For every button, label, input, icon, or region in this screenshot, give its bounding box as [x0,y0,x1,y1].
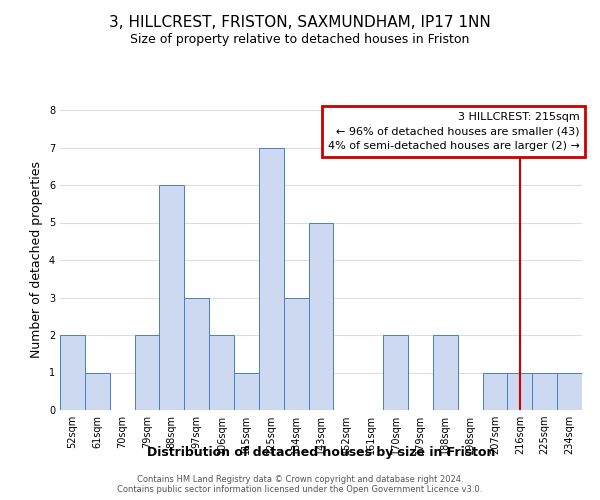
Bar [284,298,308,410]
Text: Distribution of detached houses by size in Friston: Distribution of detached houses by size … [147,446,495,459]
Bar [234,372,259,410]
Bar [508,372,532,410]
Text: 3, HILLCREST, FRISTON, SAXMUNDHAM, IP17 1NN: 3, HILLCREST, FRISTON, SAXMUNDHAM, IP17 … [109,15,491,30]
Bar [532,372,557,410]
Bar [308,222,334,410]
Text: Size of property relative to detached houses in Friston: Size of property relative to detached ho… [130,32,470,46]
Bar [482,372,508,410]
Bar [259,148,284,410]
Text: Contains HM Land Registry data © Crown copyright and database right 2024.: Contains HM Land Registry data © Crown c… [137,474,463,484]
Bar [85,372,110,410]
Bar [433,335,458,410]
Bar [184,298,209,410]
Bar [557,372,582,410]
Text: 3 HILLCREST: 215sqm
← 96% of detached houses are smaller (43)
4% of semi-detache: 3 HILLCREST: 215sqm ← 96% of detached ho… [328,112,580,151]
Bar [209,335,234,410]
Text: Contains public sector information licensed under the Open Government Licence v3: Contains public sector information licen… [118,486,482,494]
Y-axis label: Number of detached properties: Number of detached properties [31,162,43,358]
Bar [60,335,85,410]
Bar [160,185,184,410]
Bar [383,335,408,410]
Bar [134,335,160,410]
